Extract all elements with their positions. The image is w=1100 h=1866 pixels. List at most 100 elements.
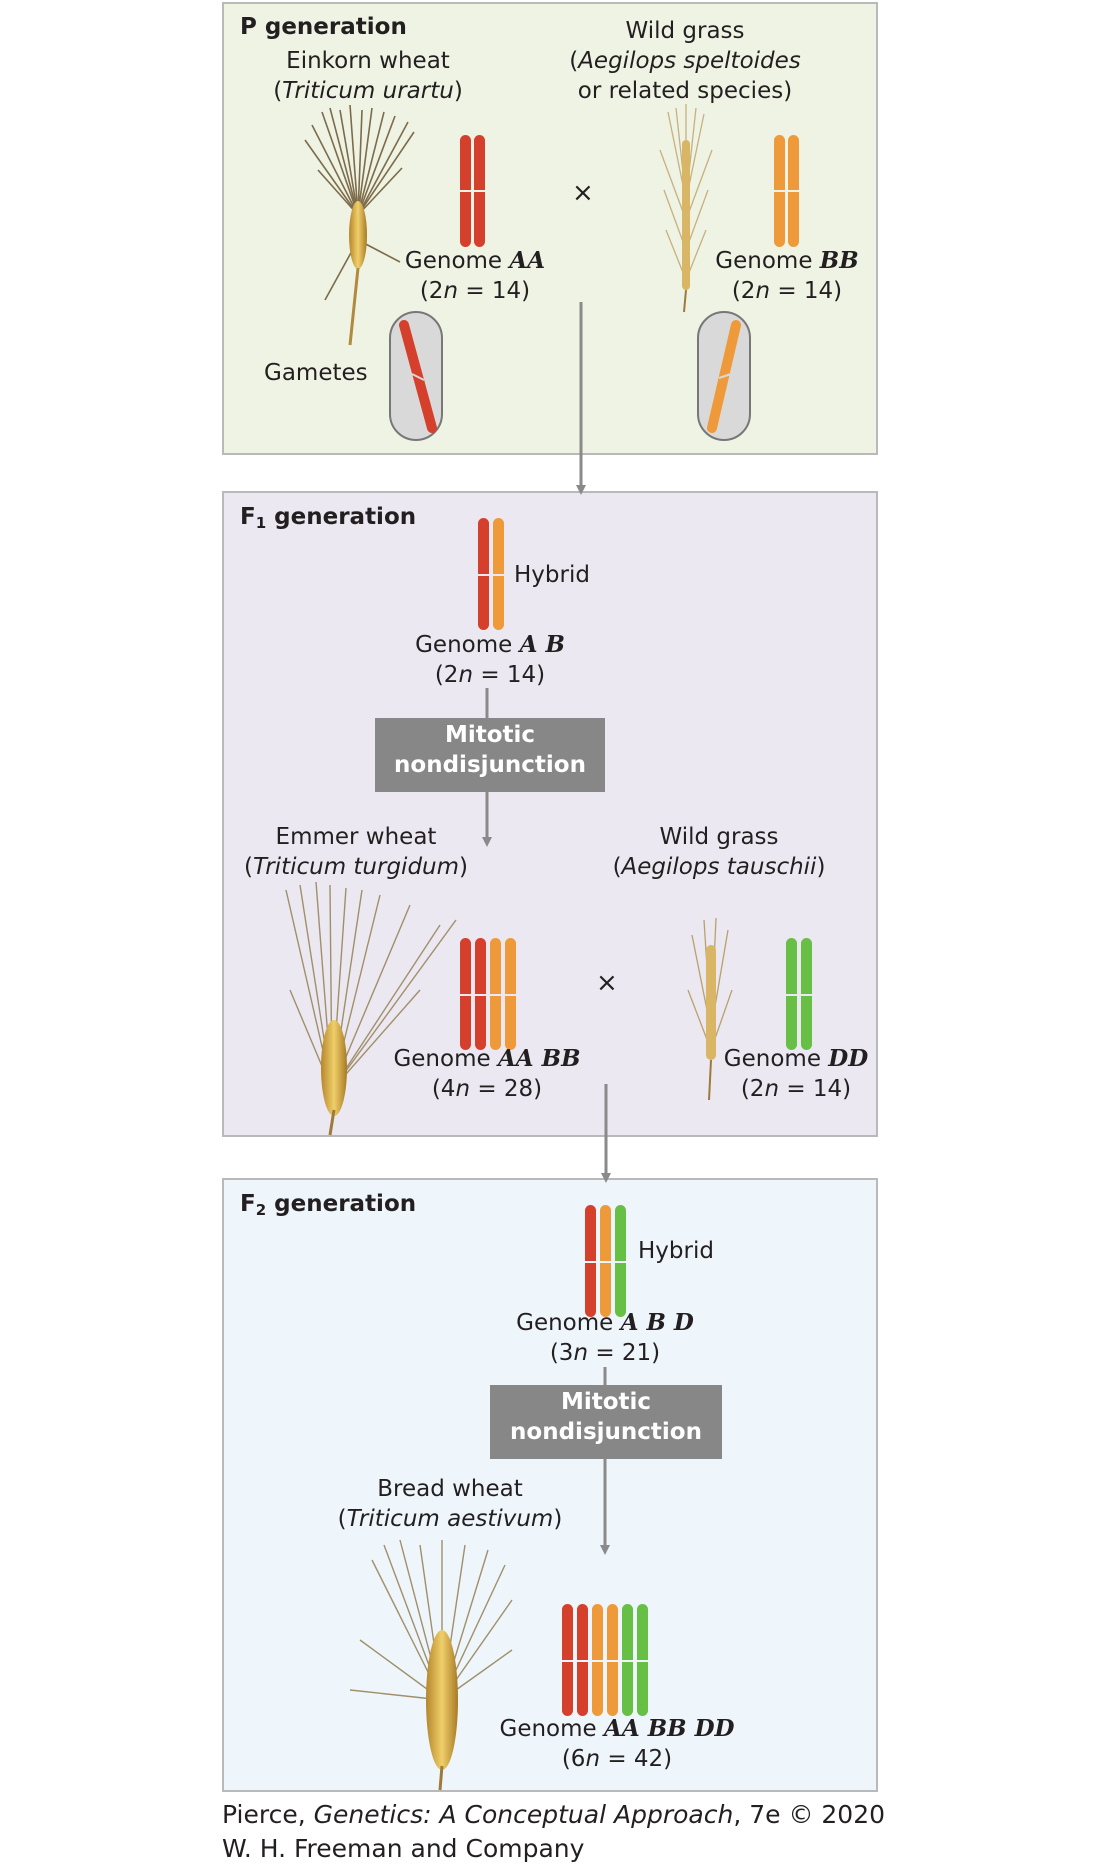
f2-heading-letter: F	[240, 1191, 256, 1217]
f1-process-line2: nondisjunction	[394, 752, 586, 778]
credit-edition: , 7e © 2020	[733, 1800, 886, 1829]
bread-wheat-name: Bread wheat (Triticum aestivum)	[337, 1476, 563, 1532]
credit-line-1: Pierce, Genetics: A Conceptual Approach,…	[222, 1800, 885, 1829]
f1-heading-sub: 1	[255, 514, 267, 532]
wild-grass-genome-label: Genome BB (2n = 14)	[712, 246, 862, 306]
emmer-species: Triticum turgidum	[252, 854, 460, 880]
f1-hybrid-ploidy-post: = 14)	[473, 662, 546, 688]
bread-ploidy-post: = 42)	[600, 1746, 673, 1772]
einkorn-genome-label: Genome AA (2n = 14)	[400, 246, 550, 306]
f1-heading-letter: F	[240, 504, 256, 530]
f1-process-line1: Mitotic	[444, 722, 536, 748]
f1-hybrid-label: Hybrid	[514, 562, 590, 588]
p-generation-panel	[222, 2, 878, 455]
f2-hybrid-ploidy-post: = 21)	[588, 1340, 661, 1366]
f1-hybrid-genome-code: A B	[519, 631, 565, 658]
wild-grass-ploidy-post: = 14)	[770, 278, 843, 304]
emmer-ploidy-post: = 28)	[470, 1076, 543, 1102]
wild-grass-species-extra: or related species	[577, 78, 784, 104]
wild-grass-name: Wild grass (Aegilops speltoides or relat…	[569, 18, 801, 104]
wild-grass-genome-code: BB	[819, 247, 859, 274]
credit-title: Genetics: A Conceptual Approach	[313, 1800, 734, 1829]
emmer-genome-code: AA BB	[497, 1045, 581, 1072]
bread-ploidy-n: n	[585, 1746, 601, 1772]
gametes-label: Gametes	[264, 360, 368, 386]
f1-hybrid-ploidy-n: n	[458, 662, 474, 688]
wild-grass-tauschii-image	[687, 917, 733, 1101]
bread-ploidy-pre: (6	[561, 1746, 586, 1772]
f2-heading-rest: generation	[266, 1191, 417, 1217]
f1-hybrid-ploidy-pre: (2	[434, 662, 459, 688]
tauschii-chromosomes	[786, 938, 812, 1050]
einkorn-gamete	[389, 311, 443, 441]
f2-process-line2: nondisjunction	[510, 1419, 702, 1445]
tauschii-species: Aegilops tauschii	[621, 854, 817, 880]
emmer-ploidy-pre: (4	[431, 1076, 456, 1102]
einkorn-ploidy-post: = 14)	[458, 278, 531, 304]
emmer-genome-word: Genome	[393, 1046, 491, 1072]
einkorn-genome-word: Genome	[404, 248, 503, 274]
tauschii-name-text: Wild grass	[659, 824, 779, 850]
wild-grass-ploidy-pre: (2	[731, 278, 756, 304]
bread-wheat-spike-image	[349, 1539, 513, 1791]
f2-hybrid-chromosomes	[585, 1205, 626, 1317]
f2-generation-panel	[222, 1178, 878, 1792]
emmer-chromosomes	[460, 938, 516, 1050]
tauschii-ploidy-n: n	[764, 1076, 780, 1102]
bread-wheat-name-text: Bread wheat	[377, 1476, 523, 1502]
p-generation-heading: P generation	[240, 14, 407, 40]
cross-symbol-p: ×	[572, 178, 594, 208]
cross-symbol-f1: ×	[596, 968, 618, 998]
f2-generation-heading: F2 generation	[240, 1191, 416, 1219]
tauschii-genome-code: DD	[828, 1045, 869, 1072]
einkorn-ploidy-n: n	[443, 278, 459, 304]
f2-hybrid-genome-label: Genome A B D (3n = 21)	[510, 1308, 700, 1368]
f1-mitotic-nondisjunction-box: Mitotic nondisjunction	[375, 718, 605, 792]
emmer-genome-label: Genome AA BB (4n = 28)	[392, 1044, 582, 1104]
f1-hybrid-chromosomes	[478, 518, 504, 630]
bread-genome-word: Genome	[499, 1716, 597, 1742]
tauschii-ploidy-post: = 14)	[779, 1076, 852, 1102]
wild-grass-genome-word: Genome	[715, 248, 813, 274]
f1-hybrid-genome-word: Genome	[415, 632, 513, 658]
einkorn-ploidy-pre: (2	[419, 278, 444, 304]
f1-hybrid-genome-label: Genome A B (2n = 14)	[405, 630, 575, 690]
einkorn-species: Triticum urartu	[282, 78, 454, 104]
bread-wheat-chromosomes	[562, 1604, 648, 1716]
f2-hybrid-label: Hybrid	[638, 1238, 714, 1264]
bread-wheat-genome-label: Genome AA BB DD (6n = 42)	[492, 1714, 742, 1774]
tauschii-genome-label: Genome DD (2n = 14)	[716, 1044, 876, 1104]
f1-generation-heading: F1 generation	[240, 504, 416, 532]
f2-hybrid-genome-word: Genome	[516, 1310, 614, 1336]
emmer-ploidy-n: n	[455, 1076, 471, 1102]
bread-genome-code: AA BB DD	[604, 1715, 735, 1742]
f2-heading-sub: 2	[255, 1201, 267, 1219]
einkorn-name-text: Einkorn wheat	[286, 48, 450, 74]
einkorn-chromosomes	[460, 135, 485, 247]
wild-grass-ploidy-n: n	[755, 278, 771, 304]
emmer-name: Emmer wheat (Triticum turgidum)	[243, 824, 469, 880]
tauschii-ploidy-pre: (2	[740, 1076, 765, 1102]
emmer-name-text: Emmer wheat	[275, 824, 437, 850]
einkorn-genome-code: AA	[509, 247, 546, 274]
f2-hybrid-ploidy-pre: (3	[549, 1340, 574, 1366]
tauschii-name: Wild grass (Aegilops tauschii)	[612, 824, 826, 880]
f2-hybrid-ploidy-n: n	[573, 1340, 589, 1366]
emmer-wheat-spike-image	[285, 881, 457, 1136]
f2-hybrid-genome-code: A B D	[620, 1309, 694, 1336]
wild-grass-chromosomes	[774, 135, 799, 247]
credit-author: Pierce,	[222, 1800, 314, 1829]
wild-grass-gamete	[697, 311, 751, 441]
wild-grass-name-text: Wild grass	[625, 18, 745, 44]
f2-process-line1: Mitotic	[560, 1389, 652, 1415]
einkorn-wheat-spike-image	[304, 104, 415, 346]
bread-wheat-species: Triticum aestivum	[346, 1506, 554, 1532]
credit-line-2: W. H. Freeman and Company	[222, 1834, 585, 1863]
wild-grass-species: Aegilops speltoides	[578, 48, 801, 74]
tauschii-genome-word: Genome	[723, 1046, 821, 1072]
einkorn-name: Einkorn wheat (Triticum urartu)	[273, 48, 463, 104]
f1-heading-rest: generation	[266, 504, 417, 530]
wild-grass-speltoides-image	[659, 104, 713, 313]
f2-mitotic-nondisjunction-box: Mitotic nondisjunction	[490, 1385, 722, 1459]
